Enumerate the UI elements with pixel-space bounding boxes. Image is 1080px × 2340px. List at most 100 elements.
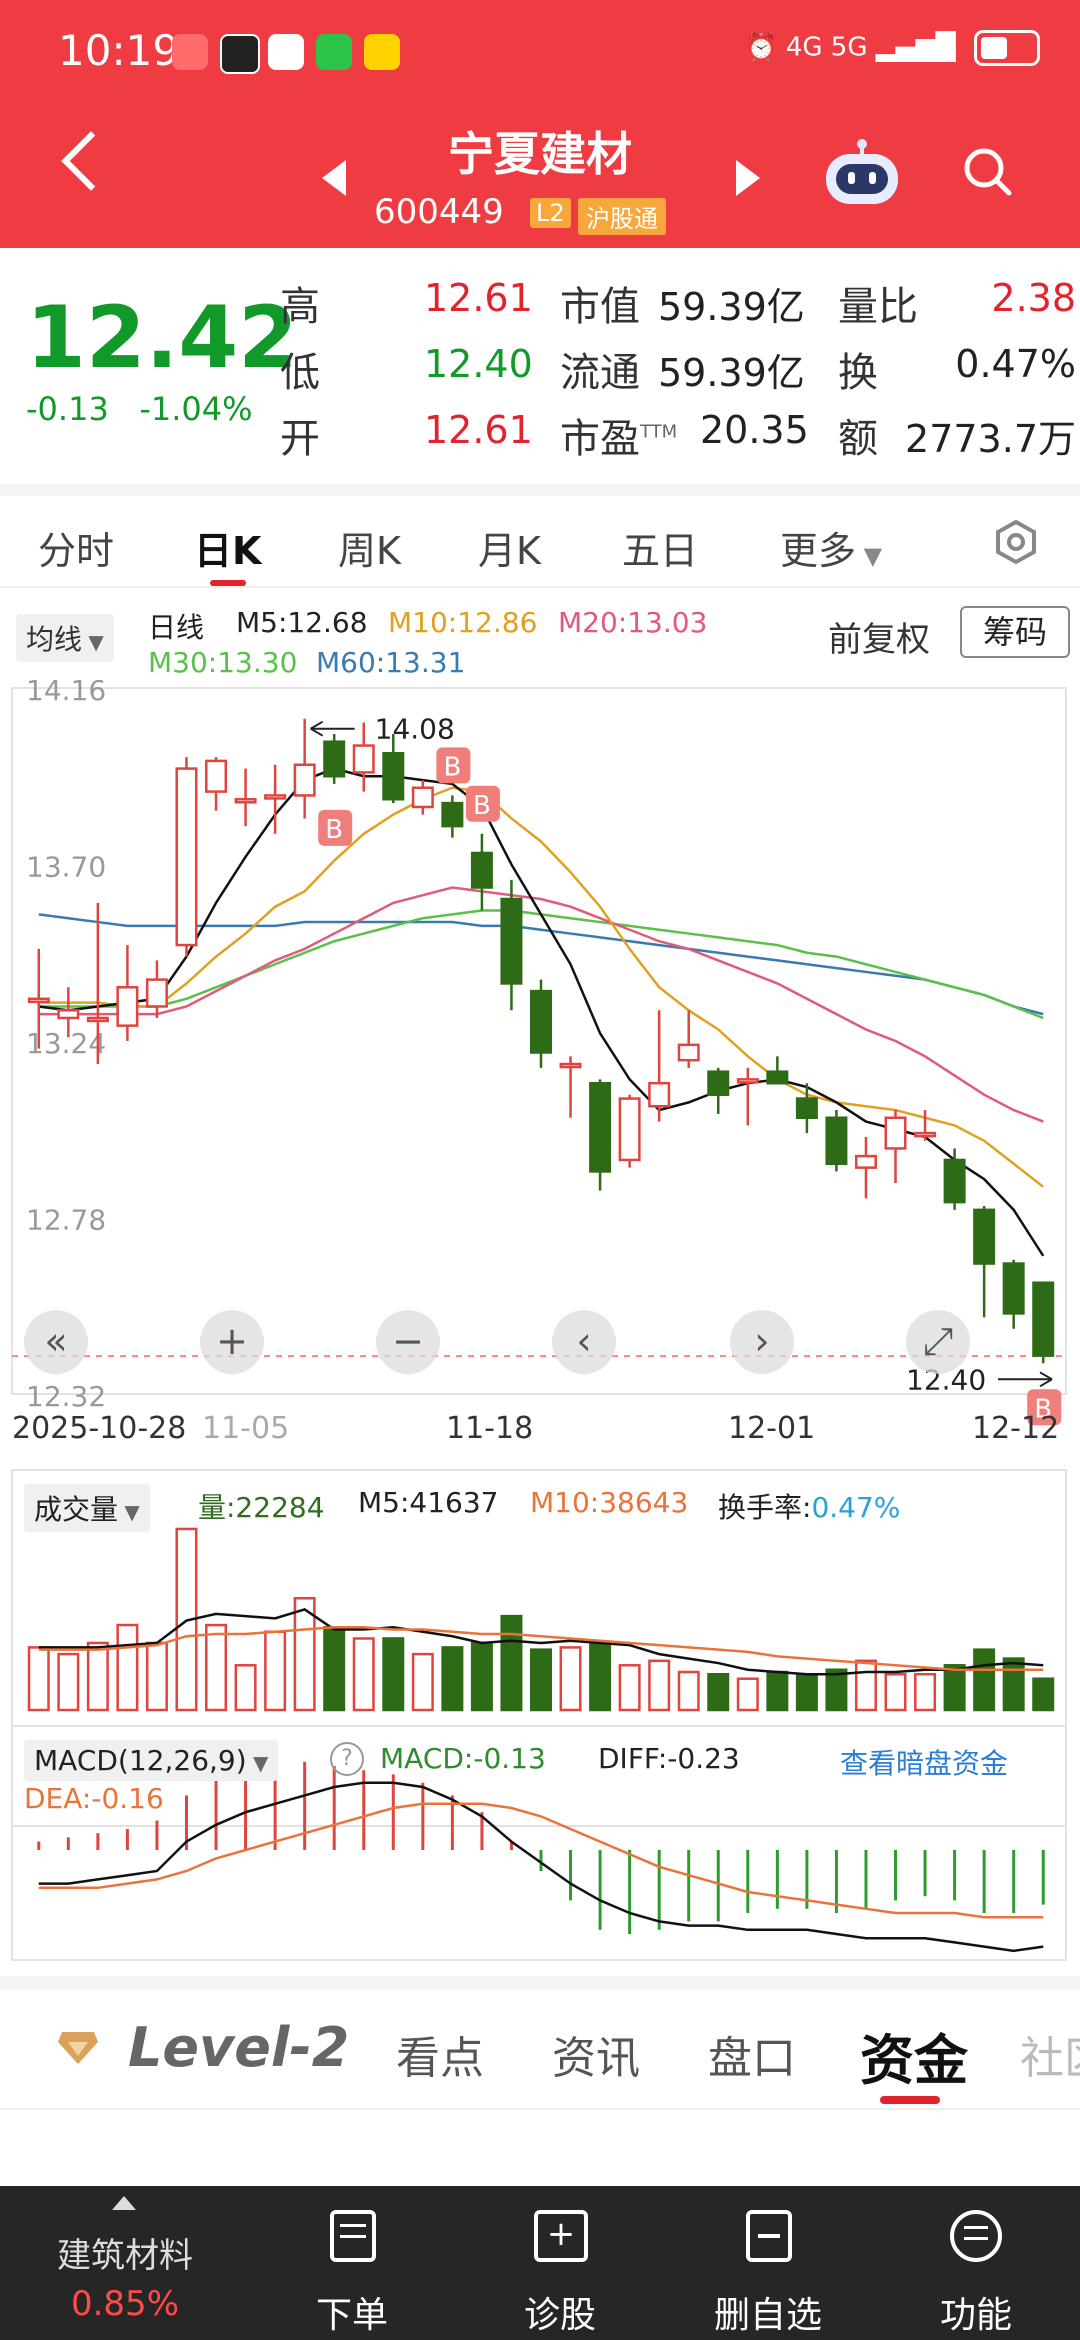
candle-body (973, 1208, 996, 1265)
functions-menu-icon (950, 2210, 1002, 2262)
tab-orderbook[interactable]: 盘口 (708, 2033, 796, 2084)
volume-bar (145, 1641, 168, 1712)
volume-turnover-label: 换手率: (718, 1491, 812, 1524)
ma20-line (38, 886, 1044, 1123)
adjust-mode[interactable]: 前复权 (828, 620, 930, 660)
section-divider (0, 484, 1080, 496)
x-tick-label: 11-18 (446, 1411, 533, 1446)
ma20-label: M20:13.03 (558, 606, 708, 639)
volume-bar (293, 1596, 316, 1712)
volume-bar (441, 1646, 464, 1712)
low-label: 低 (280, 350, 320, 396)
volume-dropdown[interactable]: 成交量 ▼ (24, 1484, 150, 1532)
candle-body (854, 1154, 877, 1169)
buy-signal-text: B (443, 752, 461, 782)
remove-watchlist-icon (746, 2210, 792, 2262)
search-icon[interactable] (962, 146, 1012, 196)
candle-body (559, 1062, 582, 1069)
candle-body (766, 1070, 789, 1085)
volume-bar (736, 1677, 759, 1712)
sector-button[interactable]: 建筑材料 0.85% (0, 2186, 250, 2340)
candle-body (293, 763, 316, 797)
chips-button[interactable]: 筹码 (960, 606, 1070, 658)
prev-stock-arrow-icon[interactable] (322, 160, 346, 196)
tab-news[interactable]: 资讯 (552, 2033, 640, 2084)
volume-ma10: M10:38643 (530, 1486, 689, 1519)
x-tick-label: 12-12 (972, 1411, 1059, 1446)
zoom-in-icon[interactable] (200, 1310, 264, 1374)
diff-value: DIFF:-0.23 (598, 1742, 740, 1775)
macd-caret-icon: ▼ (246, 1751, 269, 1775)
macd-dropdown[interactable]: MACD(12,26,9) ▼ (24, 1740, 279, 1781)
tab-five-day[interactable]: 五日 (622, 529, 699, 573)
sector-name: 建筑材料 (57, 2236, 193, 2276)
fullscreen-icon-glyph: ⤢ (923, 1319, 953, 1363)
scroll-left-icon-glyph: ‹ (576, 1319, 591, 1363)
ma60-label: M60:13.31 (316, 646, 466, 679)
help-icon[interactable]: ? (330, 1742, 364, 1776)
scroll-left-icon[interactable] (552, 1310, 616, 1374)
nav-order[interactable]: 下单 (252, 2186, 452, 2340)
nav-functions[interactable]: 功能 (876, 2186, 1076, 2340)
tab-community[interactable]: 社区 (1020, 2033, 1080, 2084)
candle-body (470, 851, 493, 889)
ma-dropdown[interactable]: 均线 ▼ (16, 614, 114, 662)
volume-bar (234, 1664, 257, 1712)
lottery-icon (268, 34, 304, 70)
tab-daily-k[interactable]: 日K (194, 529, 262, 573)
candle-body (707, 1070, 730, 1096)
scroll-right-icon[interactable] (730, 1310, 794, 1374)
candle-body (57, 1009, 80, 1020)
buy-signal-badge (318, 809, 353, 846)
volume-bar (648, 1659, 671, 1712)
volume-bar (973, 1648, 996, 1712)
network-indicator: 4G 5G (785, 32, 868, 63)
vol_ma10-line (38, 1626, 1044, 1672)
macd-title: MACD(12,26,9) (34, 1744, 247, 1777)
level2-brand[interactable]: Level-2 (128, 2016, 350, 2079)
tab-more[interactable]: 更多 ▼ (780, 520, 882, 575)
status-time: 10:19 (58, 26, 180, 75)
nav-order-label: 下单 (315, 2295, 388, 2336)
vol_ma5-line (38, 1608, 1044, 1676)
zoom-out-icon[interactable] (376, 1310, 440, 1374)
volume-bar (1032, 1677, 1055, 1712)
candle-body (795, 1097, 818, 1119)
volume-frame (11, 1469, 1067, 1827)
kline-frame (11, 687, 1067, 1395)
tab-more-label: 更多 (780, 529, 857, 573)
dark-pool-link[interactable]: 查看暗盘资金 (840, 1747, 1009, 1780)
candle-body (1002, 1262, 1025, 1315)
buy-signal-text: B (473, 791, 491, 821)
tab-weekly-k[interactable]: 周K (338, 529, 401, 573)
tab-funds[interactable]: 资金 (860, 2029, 968, 2092)
meituan-icon (364, 34, 400, 70)
change-percent: -1.04% (139, 390, 253, 428)
amount-value: 2773.7万 (905, 417, 1076, 461)
market-badge: 沪股通 (578, 198, 666, 235)
candle-body (618, 1097, 641, 1162)
max-arrow-head (310, 720, 324, 737)
fullscreen-icon[interactable] (906, 1310, 970, 1374)
sector-change: 0.85% (70, 2284, 179, 2324)
tab-bottom-line (0, 586, 1080, 588)
tab-timeshare[interactable]: 分时 (38, 529, 115, 573)
volume-bar (352, 1637, 375, 1712)
ma60-line (38, 913, 1044, 1016)
fast-back-icon[interactable] (24, 1310, 88, 1374)
max-price-label: 14.08 (375, 713, 455, 746)
pe-ttm-sup: TTM (640, 421, 678, 443)
next-stock-arrow-icon[interactable] (736, 160, 760, 196)
open-value: 12.61 (424, 408, 533, 452)
robot-assistant-icon[interactable] (822, 138, 902, 208)
volume-bar (530, 1648, 552, 1712)
tab-highlights[interactable]: 看点 (396, 2033, 484, 2084)
tab-monthly-k[interactable]: 月K (478, 529, 541, 573)
qq-icon (220, 34, 260, 74)
candle-body (205, 759, 228, 793)
dea-value: DEA:-0.16 (24, 1782, 164, 1815)
nav-diagnose[interactable]: + 诊股 (460, 2186, 660, 2340)
settings-hex-icon[interactable] (994, 520, 1038, 564)
nav-remove-watchlist[interactable]: 删自选 (668, 2186, 868, 2340)
